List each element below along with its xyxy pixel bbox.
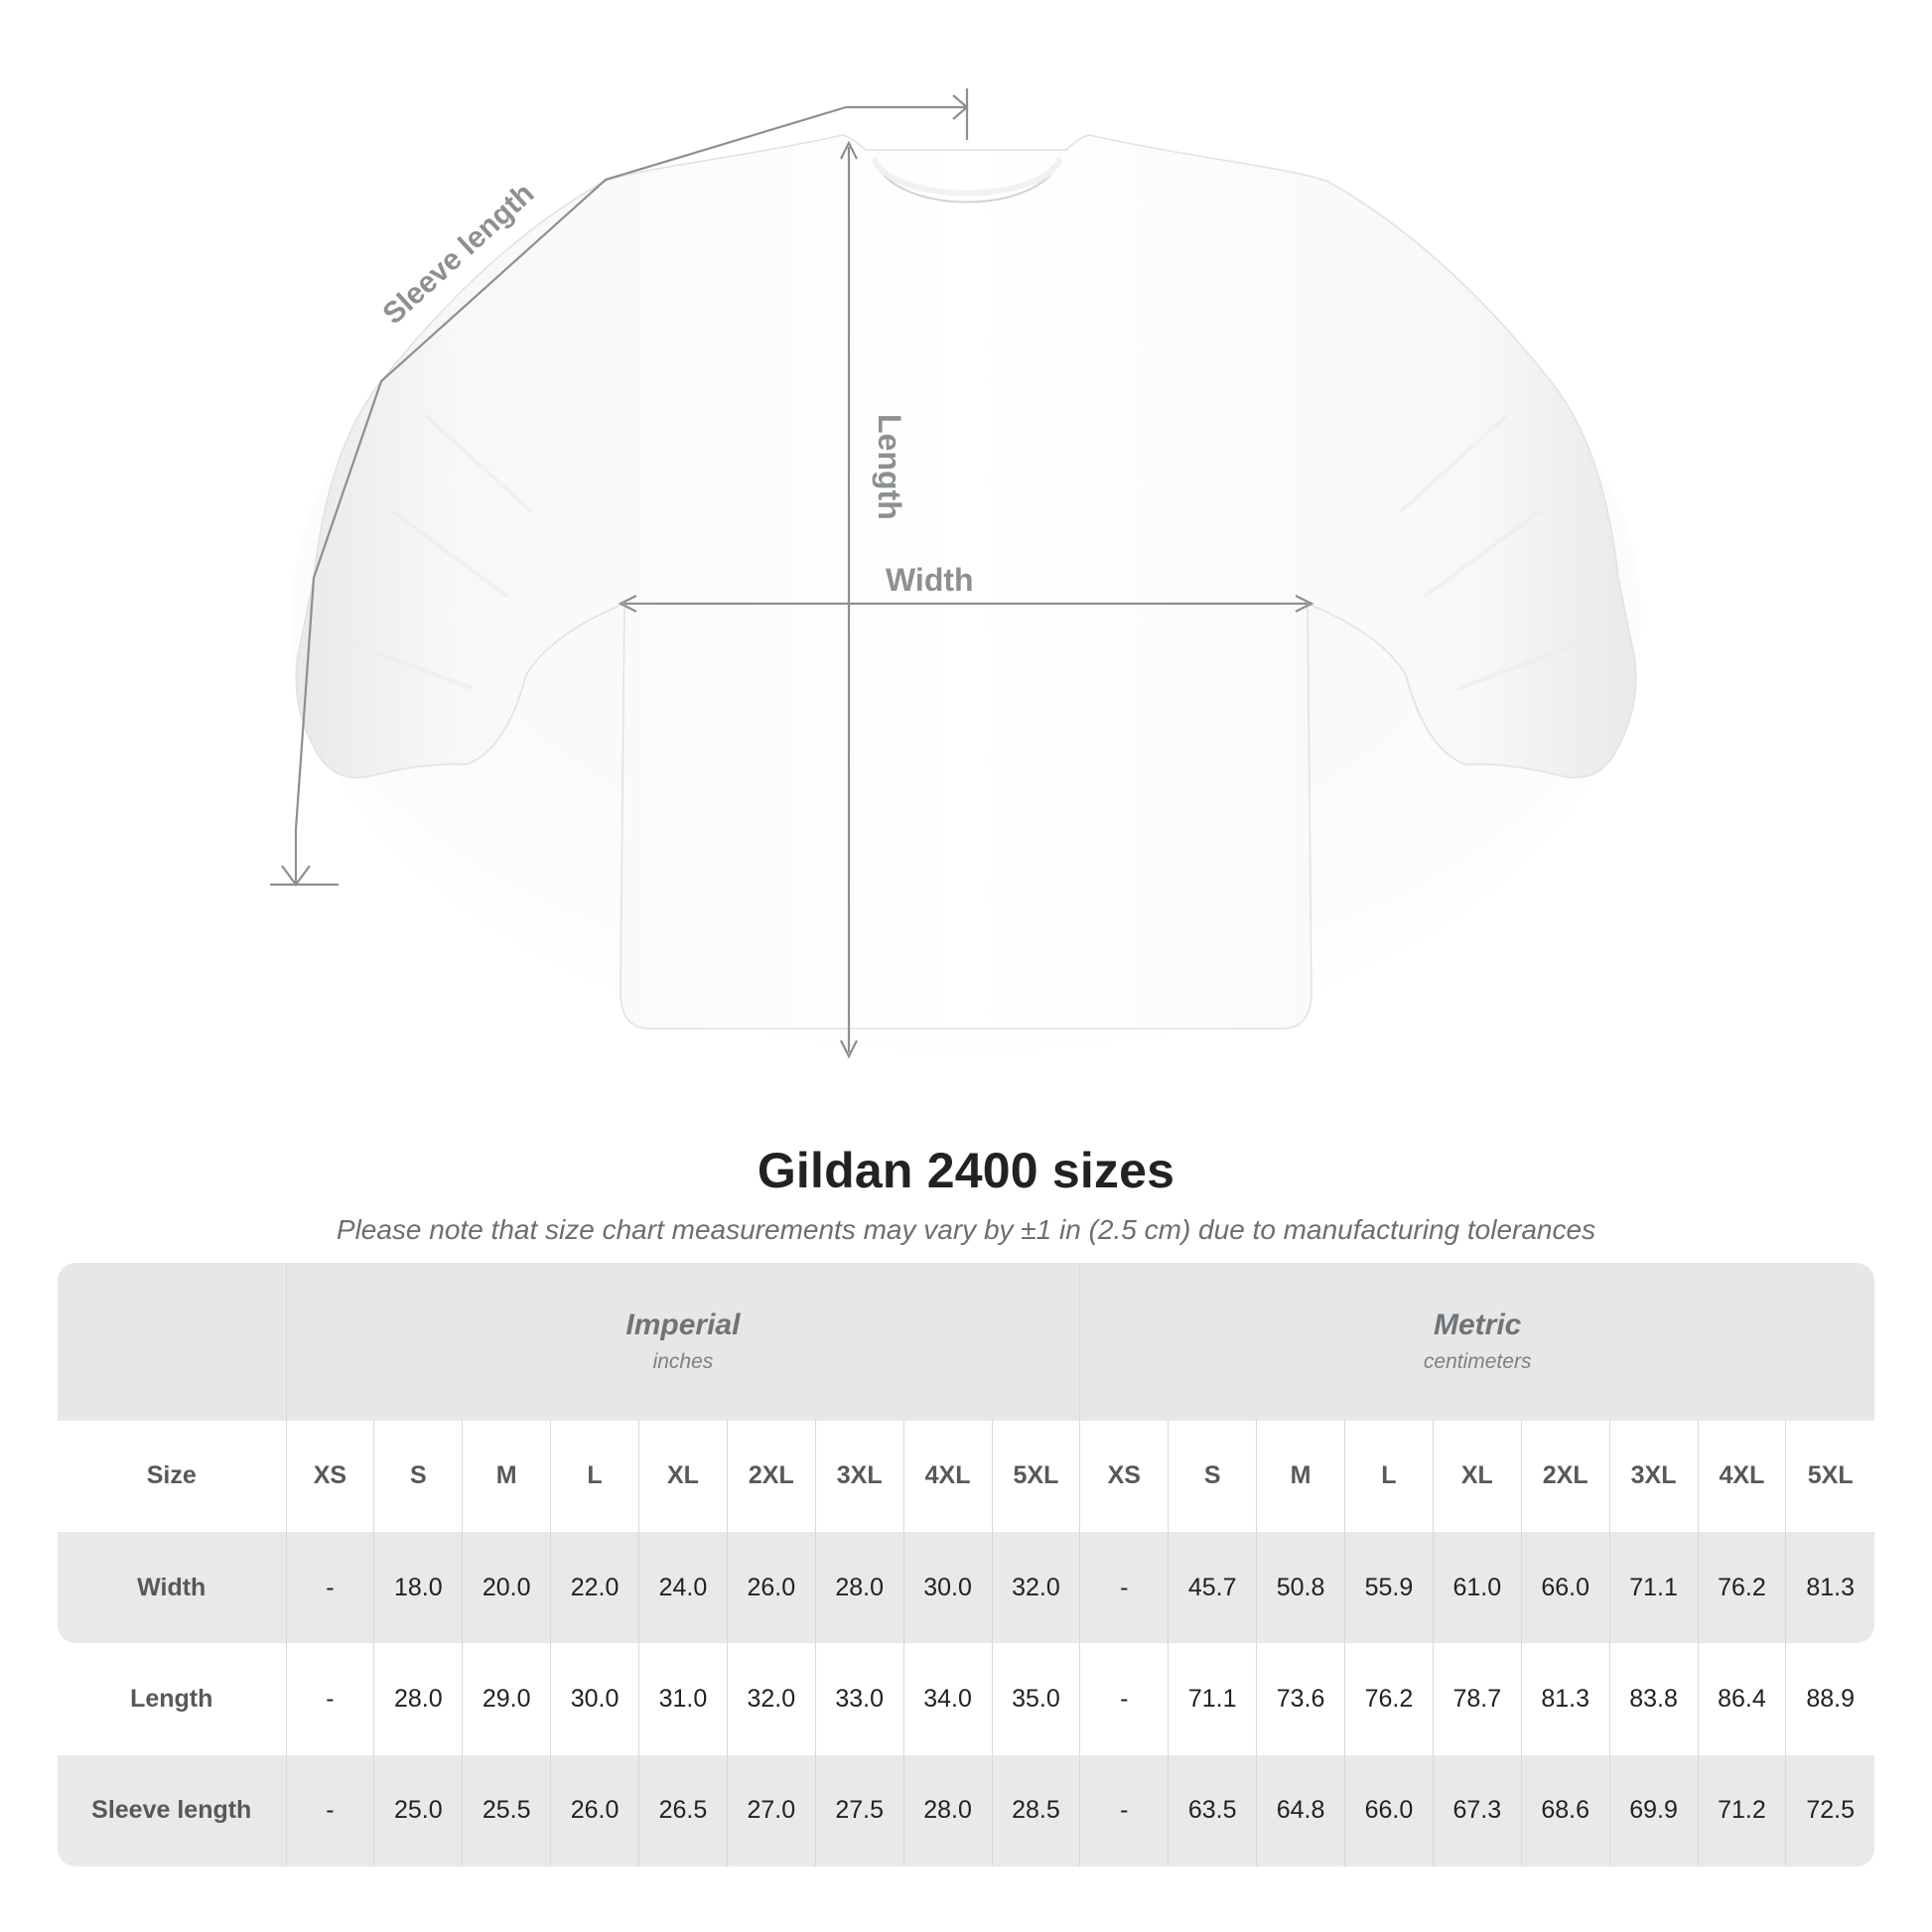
svg-text:Width: Width [886, 562, 974, 598]
svg-text:Length: Length [872, 414, 907, 520]
